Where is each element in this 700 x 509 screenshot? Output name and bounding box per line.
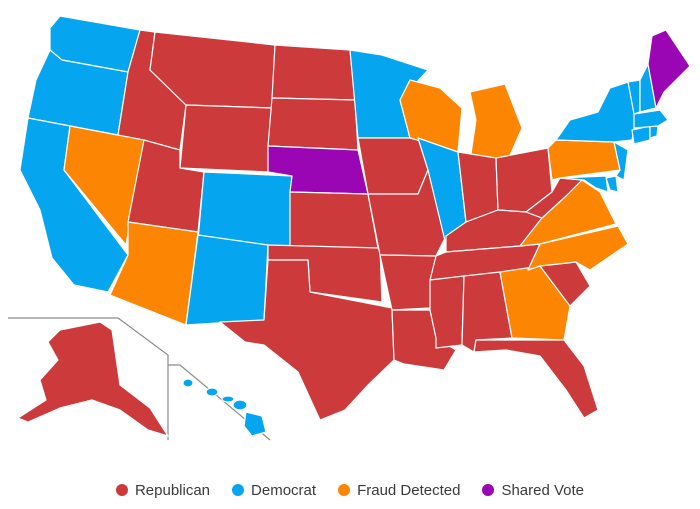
legend-label-republican: Republican [134,481,211,499]
state-maine[interactable] [647,29,691,109]
hawaii-island-kauai [182,378,194,388]
state-hawaii[interactable] [182,378,267,437]
state-arkansas[interactable] [379,254,437,311]
state-south-dakota[interactable] [267,97,359,151]
state-new-jersey[interactable] [613,141,629,181]
fraud-detected-dot-icon [338,484,351,496]
state-kansas[interactable] [289,191,379,249]
state-nevada[interactable] [63,125,145,246]
republican-dot-icon [115,484,128,496]
legend-item-shared-vote: Shared Vote [482,482,584,499]
hawaii-island-oahu [205,387,219,397]
state-wyoming[interactable] [179,104,273,173]
state-texas[interactable] [219,259,395,421]
state-north-dakota[interactable] [271,44,356,101]
state-connecticut[interactable] [631,125,651,145]
hawaii-island-big-island [243,411,267,437]
state-massachusetts[interactable] [633,109,669,129]
hawaii-island-maui [232,399,248,411]
state-florida[interactable] [473,339,599,419]
legend-item-republican: Republican [115,481,211,499]
legend-label-shared-vote: Shared Vote [501,481,585,499]
state-delaware[interactable] [605,175,619,193]
us-map-svg [8,15,691,441]
hawaii-island-molokai [221,395,235,403]
state-arizona[interactable] [109,221,199,326]
map-legend: Republican Democrat Fraud Detected Share… [0,478,700,502]
legend-label-fraud-detected: Fraud Detected [357,481,461,499]
legend-item-fraud-detected: Fraud Detected [338,482,460,499]
state-maryland[interactable] [559,175,609,193]
state-alaska[interactable] [17,321,169,437]
inset-divider-hawaii [168,364,271,441]
state-rhode-island[interactable] [649,125,659,139]
legend-item-democrat: Democrat [232,482,316,499]
state-michigan[interactable] [469,83,523,161]
state-pennsylvania[interactable] [547,139,621,181]
democrat-dot-icon [232,484,245,496]
us-election-map [8,15,691,441]
legend-label-democrat: Democrat [251,481,317,499]
state-wisconsin[interactable] [399,79,463,153]
state-iowa[interactable] [357,137,429,195]
inset-divider-alaska [8,317,169,440]
state-new-mexico[interactable] [185,234,269,326]
state-new-york[interactable] [555,81,637,143]
shared-vote-dot-icon [482,484,495,496]
